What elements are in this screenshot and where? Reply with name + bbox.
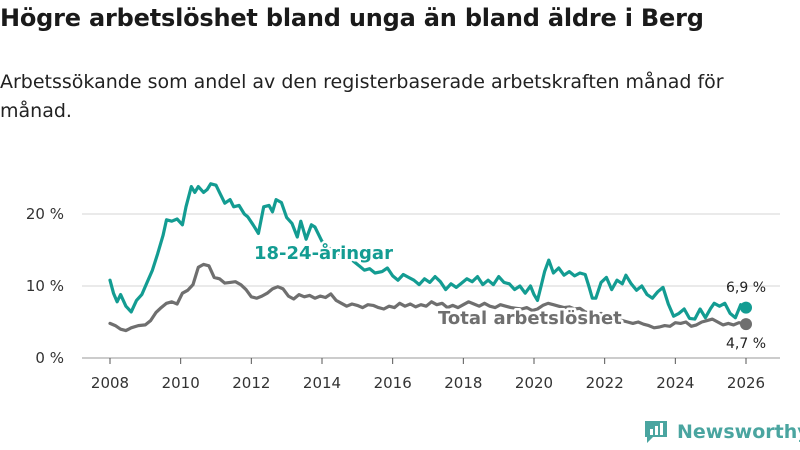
chart-subtitle: Arbetssökande som andel av den registerb… <box>0 71 724 122</box>
series-label-youth: 18-24-åringar <box>254 242 393 264</box>
newsworthy-logo: Newsworthy <box>643 417 800 447</box>
x-tick-label: 2008 <box>91 374 129 392</box>
y-tick-label: 10 % <box>26 277 64 295</box>
x-tick-label: 2024 <box>656 374 694 392</box>
chart-title: Högre arbetslöshet bland unga än bland ä… <box>0 4 704 32</box>
end-value-total: 4,7 % <box>726 336 766 352</box>
newsworthy-brand-name: Newsworthy <box>677 421 800 443</box>
end-point-total <box>740 318 752 331</box>
series-line-youth <box>108 182 748 321</box>
x-tick-label: 2026 <box>727 374 765 392</box>
y-tick-label: 0 % <box>35 349 64 367</box>
x-tick-label: 2018 <box>444 374 482 392</box>
x-tick-label: 2016 <box>374 374 412 392</box>
x-tick-label: 2010 <box>162 374 200 392</box>
x-tick-label: 2022 <box>586 374 624 392</box>
x-tick-label: 2020 <box>515 374 553 392</box>
end-point-youth <box>740 301 752 314</box>
series-line-total <box>108 262 748 333</box>
x-tick-label: 2014 <box>303 374 341 392</box>
series-label-total: Total arbetslöshet <box>438 308 622 329</box>
y-tick-label: 20 % <box>26 205 64 223</box>
end-value-youth: 6,9 % <box>726 280 766 296</box>
x-tick-label: 2012 <box>232 374 270 392</box>
newsworthy-logo-icon <box>645 421 667 443</box>
